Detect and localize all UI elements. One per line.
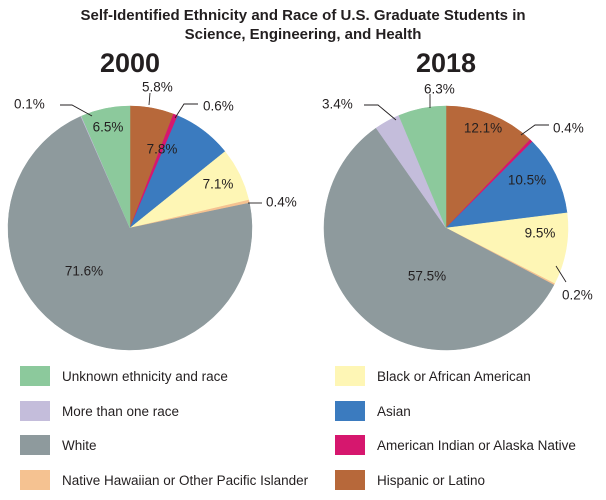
- leader-line: [60, 104, 93, 117]
- data-label-2018-more-than-one-race: 3.4%: [322, 97, 353, 112]
- data-label-2000-american-indian-or-alaska-native: 0.6%: [203, 99, 234, 114]
- pie-year-2000: 2000: [100, 48, 160, 78]
- data-label-2000-native-hawaiian-or-other-pacific-islander: 0.4%: [266, 195, 297, 210]
- leader-line: [520, 124, 549, 136]
- data-label-2000-black-or-african-american: 7.1%: [203, 177, 234, 192]
- pie-slice-2000-white: [7, 116, 253, 351]
- chart-title: Self-Identified Ethnicity and Race of U.…: [0, 6, 606, 44]
- data-label-2018-unknown-ethnicity-and-race: 6.3%: [424, 82, 455, 97]
- pie-year-2018: 2018: [416, 48, 476, 78]
- chart-title-line1: Self-Identified Ethnicity and Race of U.…: [80, 7, 526, 24]
- leader-line: [174, 103, 198, 119]
- data-label-2018-native-hawaiian-or-other-pacific-islander: 0.2%: [562, 288, 593, 303]
- data-label-2000-asian: 7.8%: [147, 142, 178, 157]
- data-label-2000-more-than-one-race: 0.1%: [14, 97, 45, 112]
- chart-title-line2: Science, Engineering, and Health: [184, 26, 422, 43]
- data-label-2000-white: 71.6%: [65, 264, 103, 279]
- leader-line: [148, 92, 151, 106]
- data-label-2018-american-indian-or-alaska-native: 0.4%: [553, 121, 584, 136]
- pie-slice-2018-white: [323, 127, 555, 351]
- pie-slice-2000-unknown-ethnicity-and-race: [81, 105, 131, 229]
- data-label-2018-black-or-african-american: 9.5%: [525, 226, 556, 241]
- pie-slice-2018-asian: [445, 141, 568, 229]
- data-label-2000-unknown-ethnicity-and-race: 6.5%: [93, 120, 124, 135]
- data-label-2018-white: 57.5%: [408, 269, 446, 284]
- data-label-2018-hispanic-or-latino: 12.1%: [464, 121, 502, 136]
- pie-slice-2018-hispanic-or-latino: [445, 105, 531, 229]
- pie-slice-2018-unknown-ethnicity-and-race: [398, 105, 447, 229]
- leader-line: [364, 104, 397, 121]
- leader-line: [555, 265, 567, 283]
- data-label-2000-hispanic-or-latino: 5.8%: [142, 80, 173, 95]
- data-label-2018-asian: 10.5%: [508, 173, 546, 188]
